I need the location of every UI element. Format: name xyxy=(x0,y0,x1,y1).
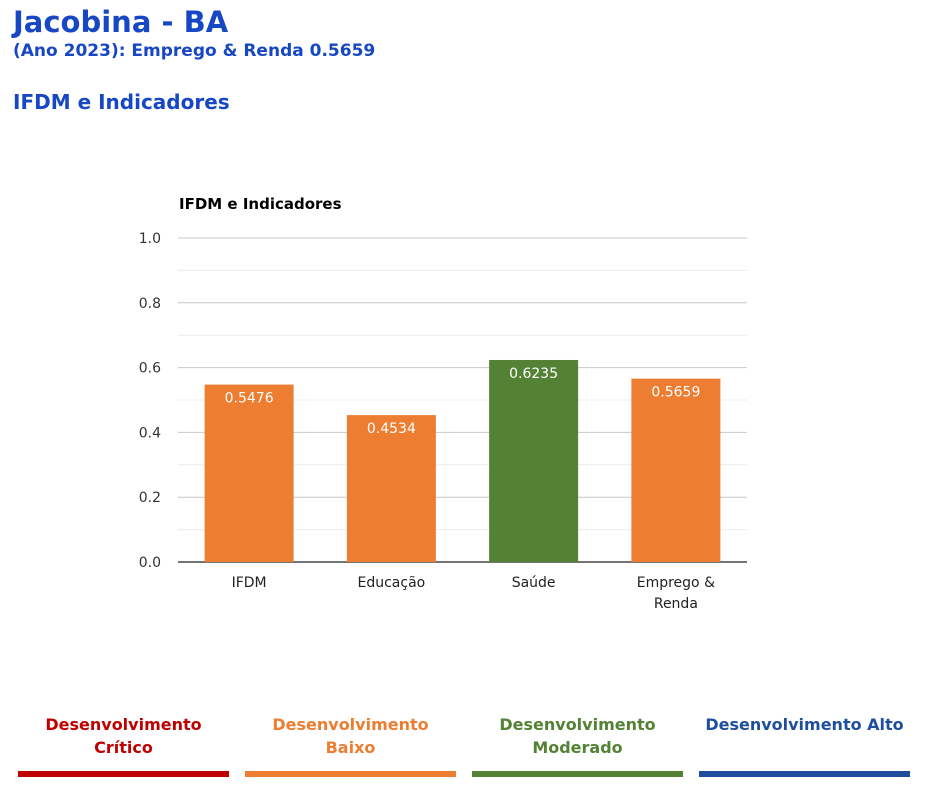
legend-label-moderado: Desenvolvimento Moderado xyxy=(499,715,656,757)
bar xyxy=(631,378,721,562)
bar xyxy=(346,415,436,562)
legend-item-critico: Desenvolvimento Crítico xyxy=(18,713,229,779)
legend-label-baixo: Desenvolvimento Baixo xyxy=(272,715,429,757)
legend-bar-alto xyxy=(699,771,910,777)
bar-value-label: 0.5476 xyxy=(225,391,274,407)
bar-chart: IFDM e Indicadores 0.0 0.2 0.4 0.6 0.8 1.0 0.5… xyxy=(139,195,747,612)
bar xyxy=(204,384,294,562)
page-title: Jacobina - BA xyxy=(13,5,229,39)
legend-bar-critico xyxy=(18,771,229,777)
y-tick-label: 0.6 xyxy=(139,361,161,377)
x-tick-label: Educação xyxy=(358,575,426,591)
x-tick-label: Saúde xyxy=(512,575,556,591)
legend-item-moderado: Desenvolvimento Moderado xyxy=(472,713,683,779)
legend-item-alto: Desenvolvimento Alto xyxy=(699,713,910,779)
legend-label-critico: Desenvolvimento Crítico xyxy=(45,715,202,757)
bar-value-label: 0.6235 xyxy=(509,366,558,382)
legend-bar-moderado xyxy=(472,771,683,777)
legend-item-baixo: Desenvolvimento Baixo xyxy=(245,713,456,779)
section-heading: IFDM e Indicadores xyxy=(13,90,230,114)
bar xyxy=(489,359,579,562)
bar-value-label: 0.4534 xyxy=(367,421,416,437)
y-tick-label: 0.2 xyxy=(139,490,161,506)
chart-title: IFDM e Indicadores xyxy=(179,195,342,213)
legend: Desenvolvimento Crítico Desenvolvimento … xyxy=(18,713,910,783)
x-tick-label: IFDM xyxy=(232,575,267,591)
legend-bar-baixo xyxy=(245,771,456,777)
x-tick-label: Emprego & Renda xyxy=(637,575,715,612)
y-tick-label: 0.4 xyxy=(139,425,161,441)
y-tick-label: 0.0 xyxy=(139,555,161,571)
bar-value-label: 0.5659 xyxy=(651,385,700,401)
legend-label-alto: Desenvolvimento Alto xyxy=(705,715,904,734)
y-tick-label: 1.0 xyxy=(139,231,161,247)
y-tick-label: 0.8 xyxy=(139,296,161,312)
page-subtitle: (Ano 2023): Emprego & Renda 0.5659 xyxy=(13,41,376,61)
